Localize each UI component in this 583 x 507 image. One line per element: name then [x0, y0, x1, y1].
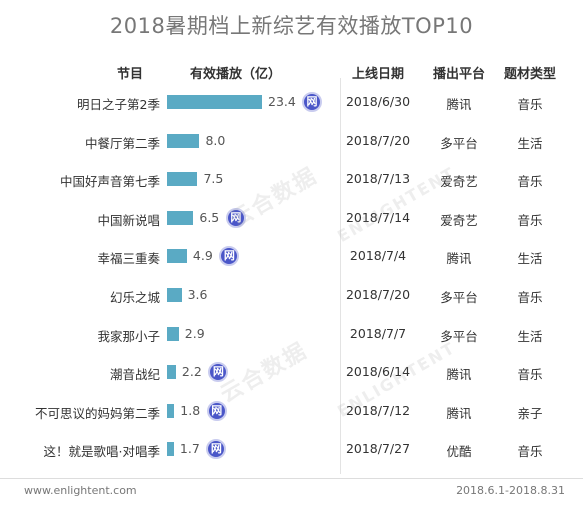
program-name: 中国新说唱	[97, 212, 160, 228]
bar	[167, 133, 200, 148]
release-date: 2018/7/13	[345, 171, 411, 187]
bar	[167, 288, 182, 302]
release-date: 2018/7/27	[345, 441, 411, 457]
header-views: 有效播放（亿）	[190, 67, 282, 82]
genre-type: 生活	[517, 251, 543, 267]
genre-type: 生活	[517, 328, 543, 344]
genre-type: 音乐	[517, 212, 543, 228]
bar-value-label: 3.6	[187, 287, 208, 302]
web-show-badge-icon: 网	[219, 246, 240, 267]
release-date: 2018/7/20	[345, 287, 411, 302]
header-platform: 播出平台	[432, 67, 486, 82]
bar-value-label: 7.5	[203, 171, 224, 187]
platform: 腾讯	[446, 405, 472, 421]
web-show-badge-icon: 网	[302, 92, 322, 112]
release-date: 2018/7/14	[345, 209, 411, 225]
release-date: 2018/7/4	[349, 248, 407, 264]
genre-type: 音乐	[517, 174, 543, 190]
release-date: 2018/6/14	[345, 364, 411, 380]
bar	[167, 249, 187, 264]
bar-value-label: 23.4	[268, 94, 296, 109]
bar	[167, 172, 198, 187]
web-show-badge-icon: 网	[206, 400, 227, 421]
footer-website: www.enlightent.com	[24, 484, 137, 497]
program-name: 这！就是歌唱·对唱季	[43, 444, 160, 460]
footer-divider	[0, 478, 583, 479]
watermark-cn-1: 云合数据	[226, 163, 323, 233]
bar-value-label: 2.9	[184, 325, 205, 341]
bar	[167, 365, 176, 380]
platform: 腾讯	[446, 367, 472, 383]
release-date: 2018/6/30	[345, 94, 411, 109]
header-program: 节目	[117, 67, 144, 82]
chart-title: 2018暑期档上新综艺有效播放TOP10	[109, 14, 474, 38]
platform: 腾讯	[446, 97, 472, 112]
genre-type: 亲子	[517, 405, 543, 421]
genre-type: 音乐	[517, 97, 543, 112]
footer-date-range: 2018.6.1-2018.8.31	[456, 484, 565, 497]
platform: 多平台	[440, 290, 478, 305]
program-name: 明日之子第2季	[77, 97, 160, 112]
platform: 多平台	[440, 328, 478, 344]
bar	[167, 403, 175, 418]
watermark-cn-2: 云合数据	[216, 338, 313, 408]
platform: 优酷	[446, 444, 472, 460]
genre-type: 生活	[517, 135, 543, 151]
program-name: 潮音战纪	[109, 367, 160, 383]
program-name: 幸福三重奏	[97, 251, 160, 267]
bar	[167, 326, 179, 341]
release-date: 2018/7/20	[345, 132, 411, 148]
web-show-badge-icon: 网	[208, 362, 229, 383]
bar	[167, 442, 174, 457]
genre-type: 音乐	[517, 444, 543, 460]
program-name: 中国好声音第七季	[59, 174, 160, 190]
bar-value-label: 1.7	[179, 441, 200, 457]
platform: 多平台	[440, 135, 478, 151]
column-separator	[340, 78, 341, 474]
genre-type: 音乐	[517, 367, 543, 383]
platform: 爱奇艺	[440, 212, 478, 228]
program-name: 不可思议的妈妈第二季	[34, 405, 160, 421]
header-type: 题材类型	[503, 67, 557, 82]
bar	[167, 210, 194, 225]
bar-value-label: 1.8	[180, 402, 201, 418]
platform: 腾讯	[446, 251, 472, 267]
release-date: 2018/7/12	[345, 402, 411, 418]
bar	[167, 95, 262, 109]
header-date: 上线日期	[351, 67, 405, 82]
platform: 爱奇艺	[440, 174, 478, 190]
bar-value-label: 8.0	[205, 132, 226, 148]
web-show-badge-icon: 网	[225, 207, 246, 228]
release-date: 2018/7/7	[349, 325, 407, 341]
program-name: 幻乐之城	[109, 290, 160, 305]
web-show-badge-icon: 网	[206, 439, 227, 460]
program-name: 我家那小子	[97, 328, 160, 344]
bar-value-label: 4.9	[192, 248, 213, 264]
bar-value-label: 6.5	[199, 209, 220, 225]
bar-value-label: 2.2	[181, 364, 202, 380]
program-name: 中餐厅第二季	[84, 135, 160, 151]
genre-type: 音乐	[517, 290, 543, 305]
